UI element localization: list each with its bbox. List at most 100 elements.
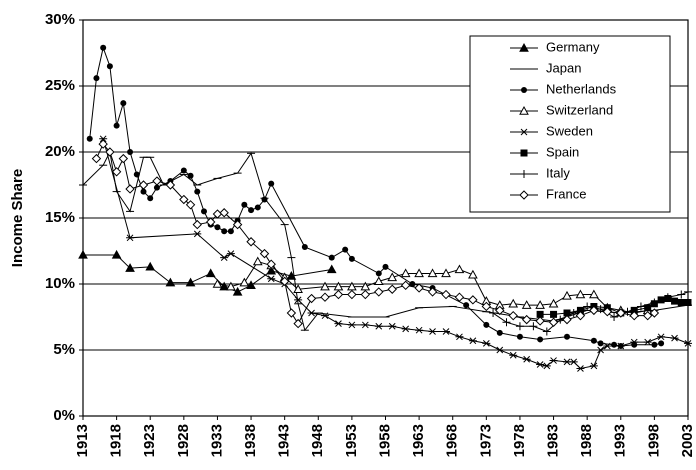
marker bbox=[293, 318, 303, 329]
marker bbox=[509, 351, 518, 359]
marker bbox=[286, 308, 297, 318]
marker bbox=[502, 318, 511, 327]
marker bbox=[153, 184, 160, 191]
marker bbox=[334, 320, 343, 327]
legend: Germany Japan Netherlands Switzerland Sweden… bbox=[469, 35, 671, 213]
marker bbox=[266, 265, 277, 275]
marker bbox=[93, 75, 100, 82]
marker bbox=[454, 264, 465, 274]
x-tick-label: 1993 bbox=[612, 424, 629, 457]
marker bbox=[441, 289, 451, 300]
marker bbox=[468, 295, 478, 305]
marker bbox=[562, 314, 572, 325]
marker bbox=[165, 180, 176, 190]
marker bbox=[603, 342, 612, 350]
marker bbox=[100, 44, 107, 51]
x-tick-label: 1943 bbox=[276, 424, 293, 457]
plot-frame bbox=[82, 19, 689, 417]
marker bbox=[226, 281, 236, 291]
marker bbox=[521, 87, 527, 93]
x-tick-label: 1948 bbox=[309, 424, 326, 457]
marker bbox=[516, 333, 523, 340]
marker bbox=[575, 289, 586, 299]
marker bbox=[192, 219, 202, 230]
marker bbox=[145, 261, 156, 271]
marker bbox=[138, 180, 149, 190]
marker bbox=[113, 122, 120, 129]
legend-label: Italy bbox=[546, 165, 570, 180]
marker bbox=[454, 292, 465, 302]
marker bbox=[520, 170, 528, 178]
marker bbox=[246, 237, 256, 247]
marker bbox=[489, 309, 498, 318]
x-tick-label: 1968 bbox=[444, 424, 461, 457]
marker bbox=[542, 362, 551, 370]
marker bbox=[630, 338, 639, 346]
x-tick-label: 1938 bbox=[242, 424, 259, 457]
marker bbox=[671, 297, 679, 305]
marker bbox=[86, 135, 93, 142]
legend-label: France bbox=[546, 186, 586, 201]
marker bbox=[520, 149, 528, 157]
marker bbox=[442, 328, 450, 335]
marker bbox=[684, 287, 692, 296]
marker bbox=[519, 105, 529, 115]
marker bbox=[663, 293, 672, 302]
marker bbox=[165, 277, 176, 287]
marker bbox=[214, 224, 221, 231]
y-tick-label: 20% bbox=[45, 143, 75, 160]
marker bbox=[583, 302, 592, 311]
marker bbox=[239, 277, 250, 287]
marker bbox=[221, 228, 228, 235]
marker bbox=[427, 287, 438, 297]
marker bbox=[348, 255, 355, 262]
marker bbox=[441, 268, 451, 278]
marker bbox=[536, 361, 545, 368]
marker bbox=[563, 309, 571, 317]
marker bbox=[658, 340, 665, 347]
x-tick-label: 1973 bbox=[477, 424, 494, 457]
marker bbox=[651, 341, 658, 348]
marker bbox=[415, 326, 424, 334]
marker bbox=[468, 269, 478, 279]
marker bbox=[576, 365, 585, 372]
marker bbox=[293, 284, 303, 293]
marker bbox=[677, 298, 685, 306]
marker bbox=[333, 281, 344, 291]
marker bbox=[106, 63, 113, 70]
marker bbox=[520, 128, 528, 136]
x-tick-label: 1928 bbox=[175, 424, 192, 457]
marker bbox=[495, 305, 505, 316]
marker bbox=[99, 135, 108, 143]
marker bbox=[548, 298, 559, 308]
marker bbox=[342, 246, 349, 253]
marker bbox=[374, 322, 383, 330]
marker bbox=[246, 280, 256, 290]
marker bbox=[267, 275, 276, 283]
marker bbox=[126, 234, 135, 242]
marker bbox=[483, 321, 490, 328]
marker bbox=[220, 254, 229, 261]
marker bbox=[428, 328, 437, 335]
marker bbox=[522, 355, 531, 363]
marker bbox=[455, 333, 464, 341]
y-tick-label: 15% bbox=[45, 209, 75, 226]
x-tick-label: 1933 bbox=[208, 424, 225, 457]
marker bbox=[602, 307, 613, 317]
marker bbox=[684, 340, 692, 347]
marker bbox=[321, 312, 329, 320]
marker bbox=[650, 298, 659, 307]
marker bbox=[463, 302, 470, 309]
marker bbox=[636, 302, 645, 311]
marker bbox=[616, 308, 626, 318]
marker bbox=[508, 310, 518, 321]
marker bbox=[644, 304, 652, 312]
x-tick-label: 1963 bbox=[410, 424, 427, 457]
marker bbox=[120, 100, 127, 107]
marker bbox=[219, 281, 230, 291]
marker bbox=[286, 271, 297, 280]
marker bbox=[496, 329, 503, 336]
x-tick-label: 1913 bbox=[74, 424, 91, 457]
marker bbox=[519, 42, 529, 52]
